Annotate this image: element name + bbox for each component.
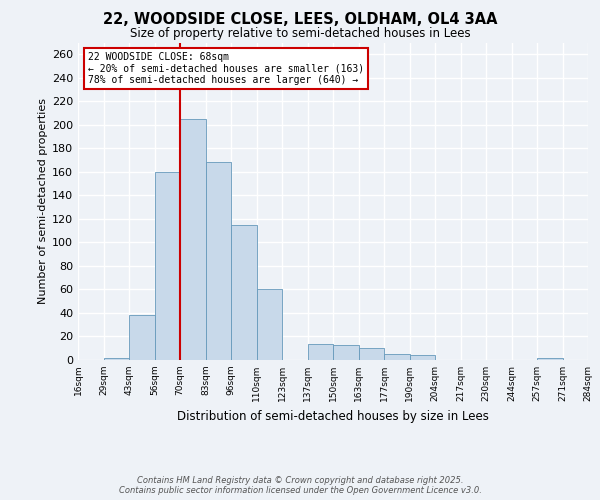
Bar [205,162,231,360]
Bar [104,358,129,360]
Bar [333,344,359,360]
Bar [409,356,435,360]
Bar [537,358,563,360]
Bar [308,344,333,360]
Bar [384,354,409,360]
X-axis label: Distribution of semi-detached houses by size in Lees: Distribution of semi-detached houses by … [177,410,489,422]
Bar [359,348,384,360]
Bar [231,225,257,360]
Bar [257,290,282,360]
Text: 22 WOODSIDE CLOSE: 68sqm
← 20% of semi-detached houses are smaller (163)
78% of : 22 WOODSIDE CLOSE: 68sqm ← 20% of semi-d… [88,52,364,85]
Y-axis label: Number of semi-detached properties: Number of semi-detached properties [38,98,48,304]
Bar [129,316,155,360]
Bar [155,172,180,360]
Text: Contains HM Land Registry data © Crown copyright and database right 2025.
Contai: Contains HM Land Registry data © Crown c… [119,476,481,495]
Text: Size of property relative to semi-detached houses in Lees: Size of property relative to semi-detach… [130,28,470,40]
Text: 22, WOODSIDE CLOSE, LEES, OLDHAM, OL4 3AA: 22, WOODSIDE CLOSE, LEES, OLDHAM, OL4 3A… [103,12,497,28]
Bar [180,119,205,360]
